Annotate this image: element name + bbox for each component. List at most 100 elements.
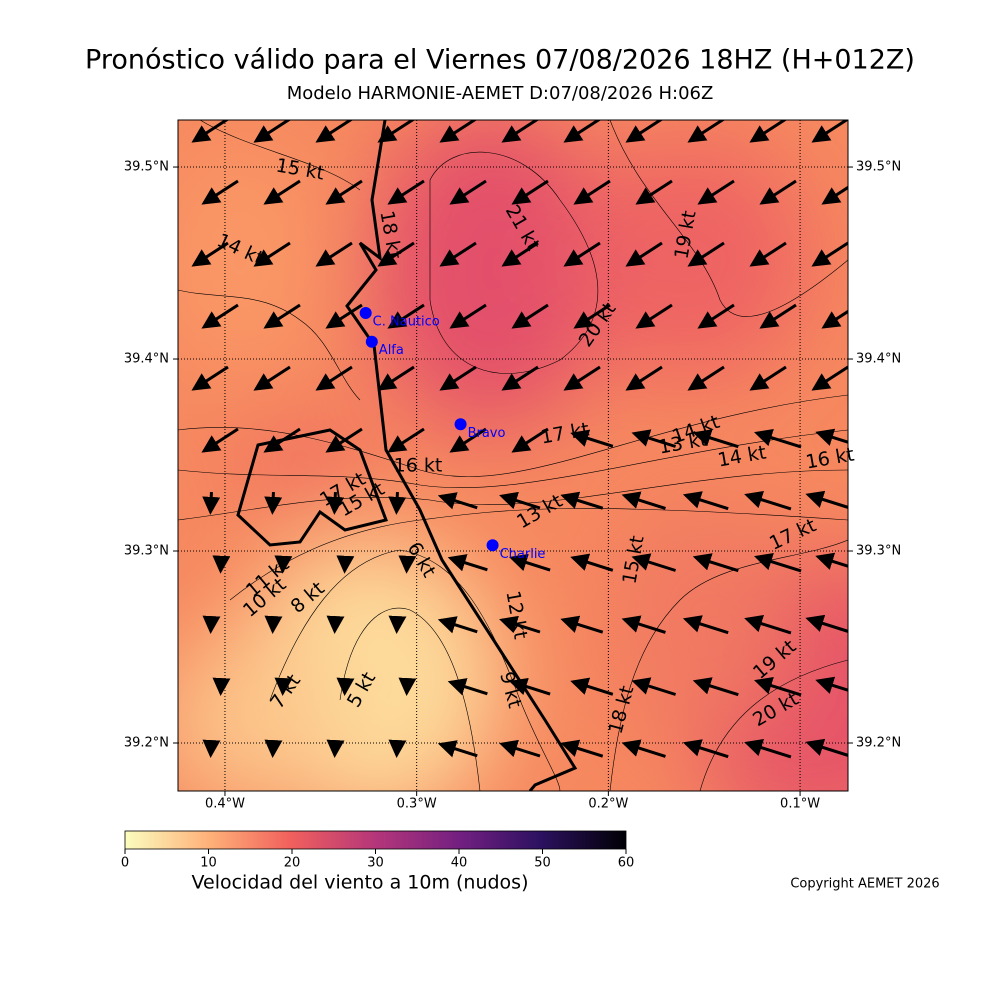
wind-arrow (815, 428, 848, 446)
wind-arrow (625, 365, 663, 391)
wind-arrow (202, 739, 221, 758)
wind-arrow (326, 739, 345, 758)
x-tick-label: 0.3°W (397, 797, 437, 812)
wind-arrow (212, 677, 231, 696)
wind-arrow (508, 677, 551, 696)
wind-arrow (449, 179, 487, 205)
wind-arrow (511, 179, 549, 205)
wind-arrow (682, 491, 729, 511)
wind-arrow (811, 241, 848, 267)
wind-arrow (388, 739, 407, 758)
wind-arrow (625, 241, 663, 267)
wind-arrow (759, 179, 797, 205)
wind-arrow (744, 491, 792, 511)
wind-arrow (759, 303, 797, 329)
colorbar-tick-label: 10 (200, 856, 217, 871)
wind-arrow (191, 241, 229, 267)
wind-arrow (563, 365, 601, 391)
station-label: Alfa (379, 343, 404, 358)
colorbar-tick-label: 0 (121, 856, 129, 871)
station-marker (365, 335, 378, 348)
station-label: Bravo (468, 426, 506, 441)
station-marker (486, 539, 499, 552)
wind-arrow (437, 616, 478, 634)
colorbar-tick-label: 50 (534, 856, 551, 871)
wind-arrow (682, 615, 729, 635)
wind-arrow (439, 120, 477, 143)
wind-arrow (439, 365, 477, 391)
wind-arrow (263, 427, 301, 453)
y-tick-label: 39.3°N (856, 544, 901, 559)
wind-arrow (744, 615, 792, 635)
station-label: Charlie (500, 547, 546, 562)
wind-arrow (336, 555, 355, 574)
wind-arrow (387, 427, 425, 453)
wind-arrow (692, 553, 739, 573)
wind-arrow (570, 429, 614, 448)
wind-arrow (212, 555, 231, 574)
wind-arrow (621, 615, 666, 634)
wind-arrow (202, 492, 221, 515)
wind-arrow (749, 365, 787, 391)
y-tick-label: 39.2°N (124, 736, 169, 751)
wind-arrow (398, 677, 417, 696)
wind-arrow (264, 739, 283, 758)
wind-arrow (573, 303, 611, 329)
wind-arrow (377, 241, 415, 267)
wind-arrow (805, 614, 848, 633)
wind-arrow (263, 179, 301, 205)
wind-arrow (499, 491, 541, 510)
wind-arrow (570, 553, 614, 572)
wind-arrow (191, 120, 229, 143)
colorbar-tick-label: 40 (451, 856, 468, 871)
wind-arrow (263, 303, 301, 329)
wind-arrow (253, 120, 291, 143)
wind-arrow (815, 676, 848, 694)
wind-arrow (499, 739, 541, 758)
wind-arrow (447, 678, 488, 696)
colorbar-tick-label: 60 (618, 856, 635, 871)
wind-arrow (692, 429, 739, 449)
wind-arrow (201, 303, 239, 329)
y-tick-label: 39.4°N (124, 352, 169, 367)
wind-arrow (805, 738, 848, 757)
wind-arrow (821, 309, 848, 329)
wind-arrow (563, 120, 601, 143)
wind-arrow (201, 179, 239, 205)
wind-arrow (501, 241, 539, 267)
wind-arrow (749, 120, 787, 143)
x-tick-label: 0.2°W (588, 797, 628, 812)
y-tick-label: 39.2°N (856, 736, 901, 751)
map-frame (177, 119, 849, 792)
wind-arrow (563, 241, 601, 267)
wind-arrow (621, 491, 666, 510)
wind-arrow (274, 555, 293, 574)
wind-arrow (635, 303, 673, 329)
wind-arrow (573, 179, 611, 205)
wind-arrow (437, 740, 478, 758)
wind-arrows (191, 120, 848, 759)
wind-arrow (749, 241, 787, 267)
wind-arrow (377, 365, 415, 391)
wind-arrow (692, 677, 739, 697)
y-tick-label: 39.4°N (856, 352, 901, 367)
wind-arrow (687, 120, 725, 143)
wind-arrow (202, 615, 221, 634)
colorbar-tick-label: 30 (367, 856, 384, 871)
wind-arrow (326, 492, 345, 515)
wind-arrow (805, 490, 848, 509)
wind-arrow (754, 676, 802, 697)
y-tick-label: 39.3°N (124, 544, 169, 559)
wind-arrow (811, 120, 848, 143)
wind-arrow (631, 429, 677, 448)
wind-arrow (325, 303, 363, 329)
wind-arrow (315, 241, 353, 267)
wind-arrow (315, 120, 353, 143)
wind-arrow (201, 427, 239, 453)
wind-arrow (325, 427, 363, 453)
colorbar-label: Velocidad del viento a 10m (nudos) (192, 872, 529, 894)
colorbar (124, 830, 627, 850)
wind-arrow (815, 552, 848, 570)
wind-arrow (377, 120, 415, 143)
wind-arrow (511, 303, 549, 329)
